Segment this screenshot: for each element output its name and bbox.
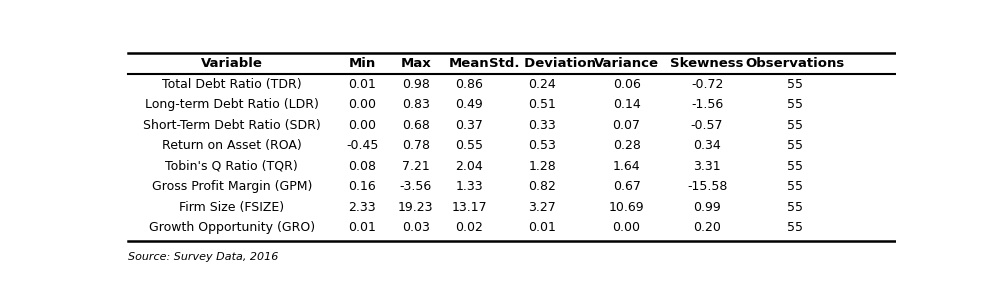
Text: -0.72: -0.72 xyxy=(691,78,723,91)
Text: -0.57: -0.57 xyxy=(691,119,723,132)
Text: 0.00: 0.00 xyxy=(613,221,640,234)
Text: 1.33: 1.33 xyxy=(455,180,483,193)
Text: 0.02: 0.02 xyxy=(455,221,483,234)
Text: 0.24: 0.24 xyxy=(529,78,556,91)
Text: Short-Term Debt Ratio (SDR): Short-Term Debt Ratio (SDR) xyxy=(143,119,321,132)
Text: 0.20: 0.20 xyxy=(693,221,721,234)
Text: 0.99: 0.99 xyxy=(693,201,721,214)
Text: -3.56: -3.56 xyxy=(399,180,432,193)
Text: 2.04: 2.04 xyxy=(455,160,483,173)
Text: Min: Min xyxy=(349,57,375,70)
Text: Std. Deviation: Std. Deviation xyxy=(489,57,596,70)
Text: 10.69: 10.69 xyxy=(609,201,644,214)
Text: Firm Size (FSIZE): Firm Size (FSIZE) xyxy=(179,201,285,214)
Text: Variable: Variable xyxy=(201,57,263,70)
Text: 55: 55 xyxy=(787,201,803,214)
Text: Max: Max xyxy=(400,57,431,70)
Text: Observations: Observations xyxy=(746,57,845,70)
Text: Source: Survey Data, 2016: Source: Survey Data, 2016 xyxy=(128,252,279,262)
Text: 13.17: 13.17 xyxy=(451,201,487,214)
Text: Gross Profit Margin (GPM): Gross Profit Margin (GPM) xyxy=(151,180,312,193)
Text: 0.53: 0.53 xyxy=(528,139,556,152)
Text: 0.51: 0.51 xyxy=(528,98,556,111)
Text: 0.33: 0.33 xyxy=(529,119,556,132)
Text: Variance: Variance xyxy=(594,57,659,70)
Text: 0.16: 0.16 xyxy=(349,180,376,193)
Text: 0.34: 0.34 xyxy=(693,139,721,152)
Text: -0.45: -0.45 xyxy=(346,139,378,152)
Text: Mean: Mean xyxy=(449,57,490,70)
Text: 0.08: 0.08 xyxy=(349,160,376,173)
Text: 0.00: 0.00 xyxy=(349,119,376,132)
Text: 2.33: 2.33 xyxy=(349,201,375,214)
Text: Skewness: Skewness xyxy=(670,57,744,70)
Text: 55: 55 xyxy=(787,221,803,234)
Text: Total Debt Ratio (TDR): Total Debt Ratio (TDR) xyxy=(162,78,302,91)
Text: 55: 55 xyxy=(787,78,803,91)
Text: 3.27: 3.27 xyxy=(529,201,556,214)
Text: 1.28: 1.28 xyxy=(529,160,556,173)
Text: 1.64: 1.64 xyxy=(613,160,640,173)
Text: 0.49: 0.49 xyxy=(455,98,483,111)
Text: 0.28: 0.28 xyxy=(613,139,640,152)
Text: 7.21: 7.21 xyxy=(402,160,429,173)
Text: 55: 55 xyxy=(787,98,803,111)
Text: 0.01: 0.01 xyxy=(528,221,556,234)
Text: 0.98: 0.98 xyxy=(401,78,429,91)
Text: 0.37: 0.37 xyxy=(455,119,483,132)
Text: 0.01: 0.01 xyxy=(349,221,376,234)
Text: 55: 55 xyxy=(787,119,803,132)
Text: Tobin's Q Ratio (TQR): Tobin's Q Ratio (TQR) xyxy=(165,160,298,173)
Text: 3.31: 3.31 xyxy=(693,160,721,173)
Text: 0.14: 0.14 xyxy=(613,98,640,111)
Text: 0.68: 0.68 xyxy=(401,119,429,132)
Text: Growth Opportunity (GRO): Growth Opportunity (GRO) xyxy=(148,221,315,234)
Text: 0.55: 0.55 xyxy=(455,139,483,152)
Text: 0.82: 0.82 xyxy=(528,180,556,193)
Text: Long-term Debt Ratio (LDR): Long-term Debt Ratio (LDR) xyxy=(144,98,319,111)
Text: 0.06: 0.06 xyxy=(613,78,640,91)
Text: -15.58: -15.58 xyxy=(687,180,727,193)
Text: -1.56: -1.56 xyxy=(691,98,723,111)
Text: 0.00: 0.00 xyxy=(349,98,376,111)
Text: 55: 55 xyxy=(787,139,803,152)
Text: 0.67: 0.67 xyxy=(613,180,640,193)
Text: Return on Asset (ROA): Return on Asset (ROA) xyxy=(162,139,302,152)
Text: 55: 55 xyxy=(787,160,803,173)
Text: 0.01: 0.01 xyxy=(349,78,376,91)
Text: 0.83: 0.83 xyxy=(401,98,429,111)
Text: 0.78: 0.78 xyxy=(401,139,430,152)
Text: 0.86: 0.86 xyxy=(455,78,483,91)
Text: 0.07: 0.07 xyxy=(613,119,640,132)
Text: 19.23: 19.23 xyxy=(398,201,433,214)
Text: 0.03: 0.03 xyxy=(401,221,429,234)
Text: 55: 55 xyxy=(787,180,803,193)
